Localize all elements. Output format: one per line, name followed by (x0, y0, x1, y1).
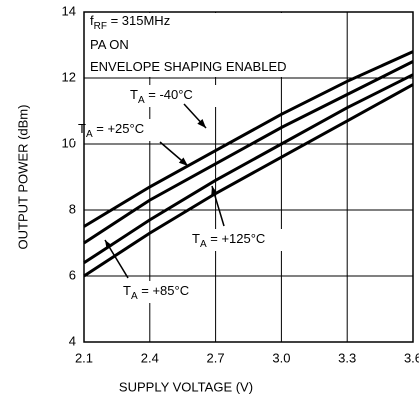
series-line (83, 50, 414, 228)
series-label-part: = -40°C (145, 87, 193, 102)
label-background (74, 119, 166, 141)
label-background (126, 85, 222, 107)
annotation-part: ENVELOPE SHAPING ENABLED (90, 59, 287, 74)
series-label-part: A (200, 239, 207, 250)
x-tick-label: 2.4 (141, 350, 159, 365)
annotation-part: = 315MHz (107, 13, 170, 28)
annotation-background (85, 13, 309, 77)
series-line (83, 60, 414, 245)
y-tick-label: 6 (69, 267, 76, 282)
series-line (83, 83, 414, 278)
label-background (119, 281, 211, 303)
series-label: TA = +85°C (123, 283, 189, 301)
arrow-head (197, 119, 206, 128)
series-label: TA = +25°C (78, 121, 144, 139)
series-label-part: = +25°C (93, 121, 144, 136)
y-tick-label: 12 (62, 69, 76, 84)
x-axis-label: SUPPLY VOLTAGE (V) (119, 379, 253, 394)
series-label-part: = +85°C (138, 283, 189, 298)
y-tick-label: 14 (62, 3, 76, 18)
y-tick-label: 8 (69, 201, 76, 216)
y-tick-label: 4 (69, 333, 76, 348)
series-label-part: T (78, 121, 86, 136)
arrow-head (105, 240, 113, 250)
x-tick-label: 3.0 (272, 350, 290, 365)
series-line (83, 73, 414, 265)
series-label-part: T (130, 87, 138, 102)
series-label: TA = +125°C (192, 231, 265, 249)
series-label-part: A (131, 291, 138, 302)
y-tick-label: 10 (62, 135, 76, 150)
series-label-part: T (192, 231, 200, 246)
annotation: PA ON (90, 37, 129, 52)
annotation-part: PA ON (90, 37, 129, 52)
annotation-part: RF (94, 21, 107, 32)
series-label-part: T (123, 283, 131, 298)
series-label-part: A (86, 129, 93, 140)
x-tick-label: 2.7 (207, 350, 225, 365)
series-label: TA = -40°C (130, 87, 193, 105)
x-tick-label: 3.6 (404, 350, 419, 365)
series-label-part: = +125°C (207, 231, 266, 246)
series-label-part: A (138, 95, 145, 106)
label-background (188, 229, 288, 251)
annotation-part: f (90, 13, 94, 28)
arrow-head (178, 157, 188, 166)
annotation: fRF = 315MHz (90, 13, 170, 31)
plot-frame (83, 11, 414, 343)
annotation: ENVELOPE SHAPING ENABLED (90, 59, 287, 74)
arrow-head (211, 186, 218, 196)
y-axis-label: OUTPUT POWER (dBm) (15, 105, 30, 250)
x-tick-label: 2.1 (75, 350, 93, 365)
x-tick-label: 3.3 (338, 350, 356, 365)
